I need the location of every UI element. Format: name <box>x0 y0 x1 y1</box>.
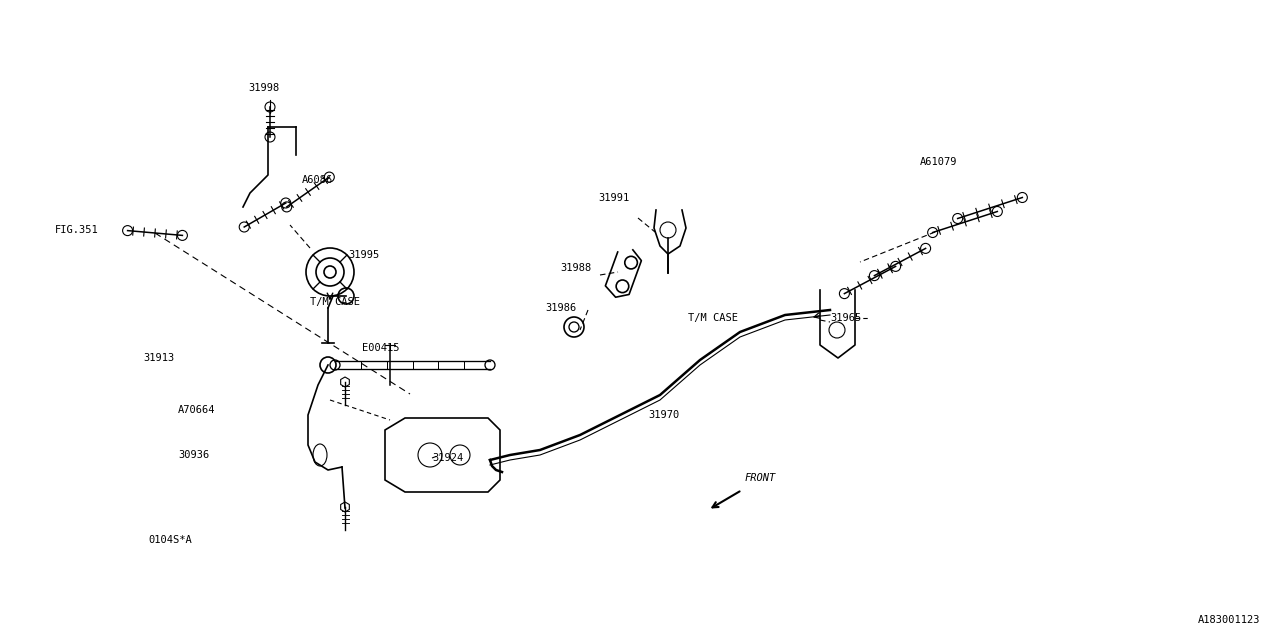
Text: A61079: A61079 <box>920 157 957 167</box>
Text: 31986: 31986 <box>545 303 576 313</box>
Text: 31965: 31965 <box>829 313 861 323</box>
Text: A70664: A70664 <box>178 405 215 415</box>
Text: 31913: 31913 <box>143 353 175 363</box>
Text: FRONT: FRONT <box>745 473 776 483</box>
Text: 31995: 31995 <box>348 250 379 260</box>
Text: 31924: 31924 <box>433 453 463 463</box>
Text: 31988: 31988 <box>561 263 591 273</box>
Text: 31998: 31998 <box>248 83 279 93</box>
Text: A6086: A6086 <box>302 175 333 185</box>
Text: T/M CASE: T/M CASE <box>310 297 360 307</box>
Text: A183001123: A183001123 <box>1198 615 1260 625</box>
Text: FIG.351: FIG.351 <box>55 225 99 235</box>
Text: 31991: 31991 <box>598 193 630 203</box>
Text: 31970: 31970 <box>648 410 680 420</box>
Text: 0104S*A: 0104S*A <box>148 535 192 545</box>
Text: T/M CASE: T/M CASE <box>689 313 739 323</box>
Text: E00415: E00415 <box>362 343 399 353</box>
Text: 30936: 30936 <box>178 450 209 460</box>
